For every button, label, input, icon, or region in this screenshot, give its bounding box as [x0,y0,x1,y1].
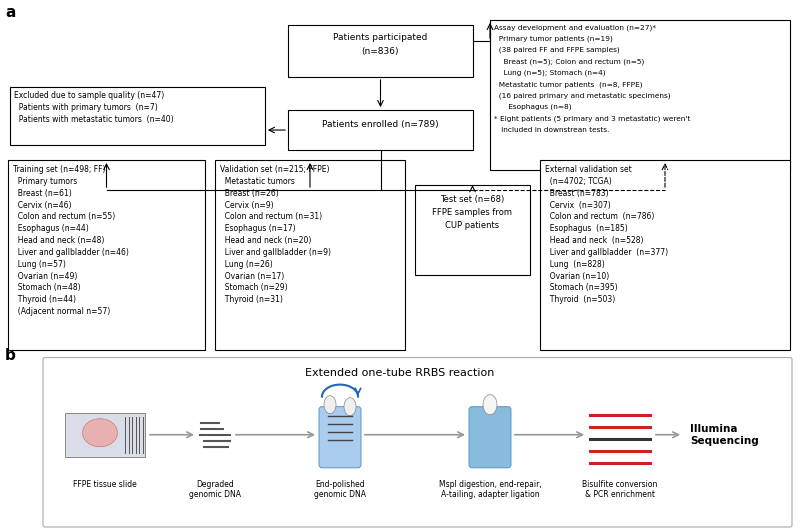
Text: FFPE samples from: FFPE samples from [433,208,513,217]
Text: CUP patients: CUP patients [446,221,499,230]
Text: Colon and rectum (n=31): Colon and rectum (n=31) [220,213,322,222]
Text: Degraded
genomic DNA: Degraded genomic DNA [189,480,241,499]
Text: MspI digestion, end-repair,
A-tailing, adapter ligation: MspI digestion, end-repair, A-tailing, a… [438,480,542,499]
Text: Patients enrolled (n=789): Patients enrolled (n=789) [322,120,439,129]
Text: Cervix (n=46): Cervix (n=46) [13,200,71,209]
Ellipse shape [324,395,336,414]
Text: Breast (n=5); Colon and rectum (n=5): Breast (n=5); Colon and rectum (n=5) [494,58,644,65]
Text: Ovarian (n=49): Ovarian (n=49) [13,272,78,281]
Bar [8,160,205,350]
Text: Thyroid (n=44): Thyroid (n=44) [13,295,76,304]
Text: Illumina
Sequencing: Illumina Sequencing [690,424,758,446]
FancyBboxPatch shape [319,407,361,468]
Bar [540,160,790,350]
Bar [215,160,405,350]
Text: Breast (n=61): Breast (n=61) [13,189,72,198]
Text: (n=836): (n=836) [362,47,399,56]
Text: Extended one-tube RRBS reaction: Extended one-tube RRBS reaction [306,368,494,377]
Ellipse shape [82,419,118,447]
Text: * Eight patients (5 primary and 3 metastatic) weren't: * Eight patients (5 primary and 3 metast… [494,116,690,122]
Text: Liver and gallbladder (n=46): Liver and gallbladder (n=46) [13,248,129,257]
Bar [415,185,530,275]
Text: Metastatic tumor patients  (n=8, FFPE): Metastatic tumor patients (n=8, FFPE) [494,81,642,87]
Text: FFPE tissue slide: FFPE tissue slide [73,480,137,489]
Text: Primary tumors: Primary tumors [13,177,78,186]
Text: Cervix (n=9): Cervix (n=9) [220,200,274,209]
Text: Lung (n=26): Lung (n=26) [220,260,273,269]
Text: Patients with metastatic tumors  (n=40): Patients with metastatic tumors (n=40) [14,114,174,123]
Text: Liver and gallbladder  (n=377): Liver and gallbladder (n=377) [545,248,668,257]
Text: Primary tumor patients (n=19): Primary tumor patients (n=19) [494,36,613,42]
Text: Validation set (n=215; FFPE): Validation set (n=215; FFPE) [220,165,330,174]
Text: included in downstrean tests.: included in downstrean tests. [494,127,610,132]
Text: Head and neck  (n=528): Head and neck (n=528) [545,236,643,245]
Bar [10,87,265,145]
Text: Ovarian (n=10): Ovarian (n=10) [545,272,610,281]
Text: Stomach (n=395): Stomach (n=395) [545,284,618,293]
Text: Stomach (n=29): Stomach (n=29) [220,284,288,293]
Text: Lung (n=57): Lung (n=57) [13,260,66,269]
Text: (38 paired FF and FFPE samples): (38 paired FF and FFPE samples) [494,47,620,54]
Text: Lung (n=5); Stomach (n=4): Lung (n=5); Stomach (n=4) [494,69,606,76]
Text: Metastatic tumors: Metastatic tumors [220,177,295,186]
Text: (16 paired primary and metastatic specimens): (16 paired primary and metastatic specim… [494,92,670,99]
Bar [490,20,790,170]
Ellipse shape [483,395,497,414]
Text: (n=4702; TCGA): (n=4702; TCGA) [545,177,612,186]
Text: Test set (n=68): Test set (n=68) [440,195,505,204]
Bar [288,110,473,150]
Text: Lung  (n=828): Lung (n=828) [545,260,605,269]
Text: Training set (n=498; FF): Training set (n=498; FF) [13,165,106,174]
Text: End-polished
genomic DNA: End-polished genomic DNA [314,480,366,499]
Bar [288,25,473,77]
Bar [65,413,145,457]
Text: Bisulfite conversion
& PCR enrichment: Bisulfite conversion & PCR enrichment [582,480,658,499]
Text: Colon and rectum  (n=786): Colon and rectum (n=786) [545,213,654,222]
Text: Head and neck (n=48): Head and neck (n=48) [13,236,104,245]
Ellipse shape [344,398,356,416]
Text: Ovarian (n=17): Ovarian (n=17) [220,272,284,281]
Text: Thyroid  (n=503): Thyroid (n=503) [545,295,615,304]
Text: Assay development and evaluation (n=27)*: Assay development and evaluation (n=27)* [494,24,656,31]
Text: Colon and rectum (n=55): Colon and rectum (n=55) [13,213,115,222]
Text: b: b [5,348,16,363]
Text: a: a [5,5,15,20]
Text: Patients with primary tumors  (n=7): Patients with primary tumors (n=7) [14,103,158,112]
Text: (Adjacent normal n=57): (Adjacent normal n=57) [13,307,110,316]
Text: Esophagus (n=8): Esophagus (n=8) [494,104,572,110]
Text: Head and neck (n=20): Head and neck (n=20) [220,236,311,245]
Text: Thyroid (n=31): Thyroid (n=31) [220,295,283,304]
Text: Esophagus (n=17): Esophagus (n=17) [220,224,296,233]
Text: External validation set: External validation set [545,165,632,174]
FancyBboxPatch shape [43,358,792,527]
Text: Excluded due to sample quality (n=47): Excluded due to sample quality (n=47) [14,91,164,100]
Text: Breast (n=26): Breast (n=26) [220,189,278,198]
Text: Breast (n=783): Breast (n=783) [545,189,609,198]
Text: Esophagus (n=44): Esophagus (n=44) [13,224,89,233]
Text: Cervix  (n=307): Cervix (n=307) [545,200,610,209]
Text: Patients participated: Patients participated [334,33,428,42]
Text: Stomach (n=48): Stomach (n=48) [13,284,81,293]
FancyBboxPatch shape [469,407,511,468]
Text: Esophagus  (n=185): Esophagus (n=185) [545,224,628,233]
Text: Liver and gallbladder (n=9): Liver and gallbladder (n=9) [220,248,331,257]
